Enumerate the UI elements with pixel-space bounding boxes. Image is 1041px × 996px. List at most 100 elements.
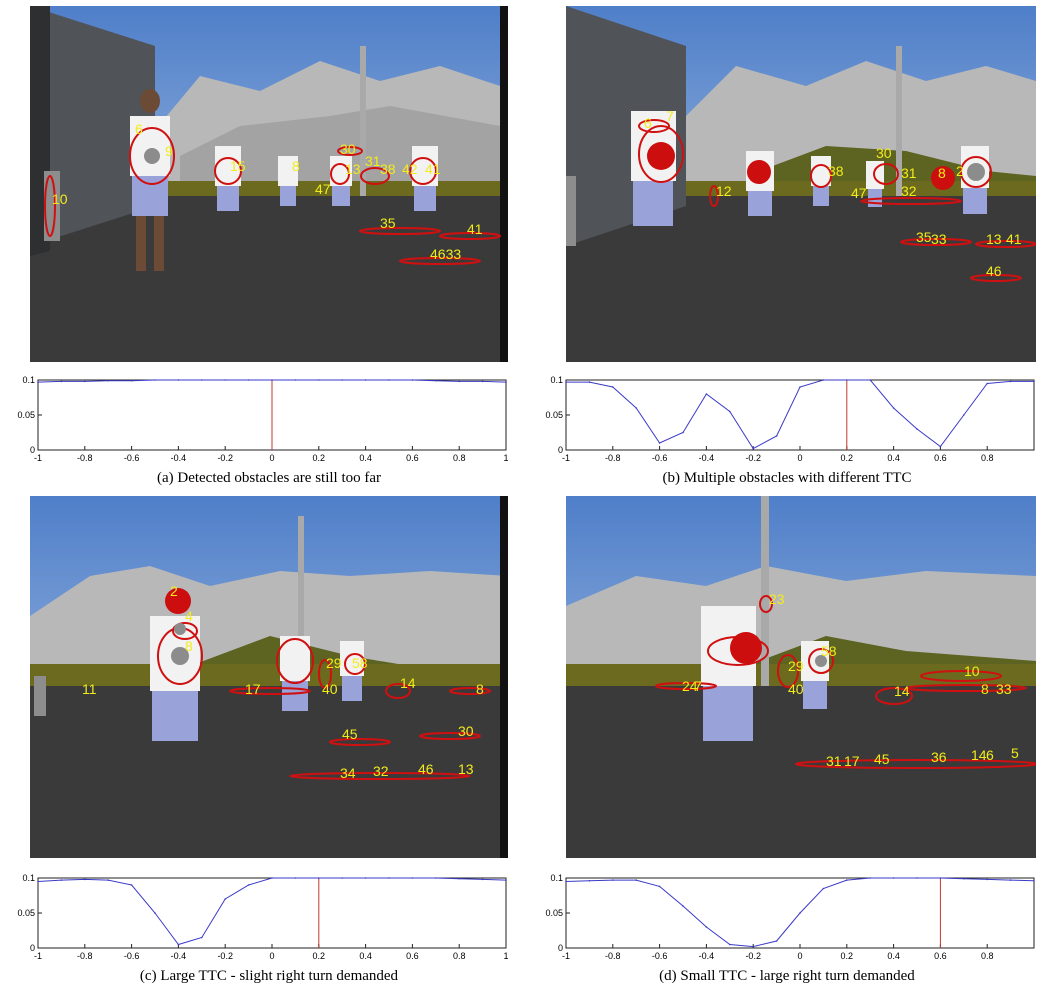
x-tick-label: 0.8 xyxy=(453,453,466,463)
ttc-point xyxy=(318,379,320,381)
detection-label: 33 xyxy=(931,231,947,247)
x-tick-label: -0.6 xyxy=(124,951,140,961)
caption-a: (a) Detected obstacles are still too far xyxy=(156,470,382,486)
ttc-point xyxy=(201,379,203,381)
ttc-point xyxy=(435,379,437,382)
ttc-point xyxy=(635,407,637,409)
x-tick-label: 0 xyxy=(269,453,274,463)
ttc-point xyxy=(869,379,871,381)
detection-labels: 23 29 58 10 24 7 40 14 8 33 31 17 45 36 … xyxy=(682,591,1019,769)
ttc-point xyxy=(130,379,133,382)
x-tick-label: 0.4 xyxy=(887,453,900,463)
y-tick-label: 0.05 xyxy=(545,410,563,420)
caption-d: (d) Small TTC - large right turn demande… xyxy=(659,968,915,984)
x-tick-label: -1 xyxy=(34,951,42,961)
ttc-point xyxy=(705,393,708,395)
ttc-point xyxy=(388,877,390,879)
ttc-point xyxy=(986,878,988,881)
x-tick-label: 0.8 xyxy=(981,453,994,463)
detection-label: 6 xyxy=(986,747,994,763)
x-tick-label: -0.8 xyxy=(77,951,93,961)
x-tick-label: 0.8 xyxy=(981,951,994,961)
detection-labels: 6 7 12 30 47 38 31 32 8 2 35 33 13 41 46 xyxy=(644,108,1022,279)
ttc-plot-b: 0 0.05 0.1 -1 -0.8 -0.6 -0.4 -0.2 0 0.2 0.4 0.6 0.8 xyxy=(545,375,1035,463)
detection-label: 32 xyxy=(373,763,389,779)
detection-label: 29 xyxy=(788,658,804,674)
ttc-point xyxy=(799,912,801,914)
ttc-point xyxy=(822,887,825,890)
ttc-point xyxy=(107,879,109,881)
scene-image-d: 23 29 58 10 24 7 40 14 8 33 31 17 45 36 … xyxy=(566,496,1036,858)
detection-label: 8 xyxy=(981,681,989,697)
detection-label: 12 xyxy=(716,183,732,199)
x-tick-label: 0 xyxy=(269,951,274,961)
ttc-point xyxy=(130,884,133,886)
ttc-point xyxy=(201,936,203,939)
ttc-point xyxy=(458,380,461,383)
ttc-point xyxy=(294,379,297,381)
detection-label: 13 xyxy=(458,761,474,777)
detection-label: 40 xyxy=(322,681,338,697)
detection-label: 14 xyxy=(894,683,910,699)
x-tick-label: 1 xyxy=(503,453,508,463)
ttc-point xyxy=(565,880,567,883)
y-tick-label: 0.1 xyxy=(550,873,563,883)
y-tick-label: 0 xyxy=(558,943,563,953)
ttc-point xyxy=(84,380,86,383)
detection-label: 32 xyxy=(901,183,917,199)
x-tick-label: 0.2 xyxy=(313,453,326,463)
ttc-point xyxy=(388,379,390,381)
x-tick-label: -0.6 xyxy=(124,453,140,463)
ttc-point xyxy=(775,435,778,437)
detection-label: 40 xyxy=(788,681,804,697)
ttc-point xyxy=(565,381,567,383)
x-tick-label: -0.2 xyxy=(745,453,761,463)
ttc-point xyxy=(411,877,414,879)
detection-label: 45 xyxy=(874,751,890,767)
ttc-point xyxy=(505,381,507,383)
x-tick-label: 0.6 xyxy=(934,453,947,463)
plot-frame xyxy=(37,877,507,949)
scene-image-c: 2 4 8 11 17 29 58 40 14 8 45 30 34 32 46… xyxy=(30,496,508,858)
y-tick-label: 0.05 xyxy=(17,410,35,420)
y-tick-label: 0.1 xyxy=(22,375,35,385)
detection-label: 23 xyxy=(769,591,785,607)
detection-label: 30 xyxy=(340,141,356,157)
scene-image-b: 6 7 12 30 47 38 31 32 8 2 35 33 13 41 46 xyxy=(566,6,1036,362)
ttc-point xyxy=(986,382,988,385)
detection-label: 14 xyxy=(971,747,987,763)
detection-label: 8 xyxy=(292,158,300,174)
person xyxy=(130,89,170,271)
y-tick-label: 0 xyxy=(558,445,563,455)
detection-label: 6 xyxy=(644,115,652,131)
detection-label: 41 xyxy=(467,221,483,237)
ttc-point xyxy=(658,885,661,888)
x-tick-label: -0.4 xyxy=(171,951,187,961)
ttc-point xyxy=(1033,380,1035,383)
ttc-point xyxy=(224,379,226,381)
ttc-point xyxy=(318,877,320,879)
detection-label: 31 xyxy=(901,165,917,181)
x-tick-label: 0.2 xyxy=(313,951,326,961)
ttc-point xyxy=(729,410,731,413)
ttc-point xyxy=(916,877,918,879)
ttc-plot-a: 0 0.05 0.1 -1 -0.8 -0.6 -0.4 -0.2 0 0.2 0.4 0.6 0.8 1 xyxy=(17,375,508,463)
detection-label: 46 xyxy=(986,263,1002,279)
ttc-point xyxy=(247,379,250,381)
ttc-point xyxy=(177,379,180,381)
x-tick-label: 0 xyxy=(797,951,802,961)
detection-label: 33 xyxy=(996,681,1012,697)
x-tick-label: -0.4 xyxy=(699,453,715,463)
ttc-point xyxy=(799,386,801,388)
detection-label: 24 xyxy=(682,678,698,694)
ttc-point xyxy=(60,879,63,881)
ttc-point xyxy=(294,877,297,879)
detection-label: 35 xyxy=(916,229,932,245)
detection-label: 45 xyxy=(342,726,358,742)
detection-label: 4633 xyxy=(430,246,461,262)
x-tick-label: 0.6 xyxy=(934,951,947,961)
ttc-point xyxy=(1009,380,1012,383)
detection-label: 30 xyxy=(458,723,474,739)
caption-b: (b) Multiple obstacles with different TT… xyxy=(662,470,912,486)
x-tick-label: 0 xyxy=(797,453,802,463)
